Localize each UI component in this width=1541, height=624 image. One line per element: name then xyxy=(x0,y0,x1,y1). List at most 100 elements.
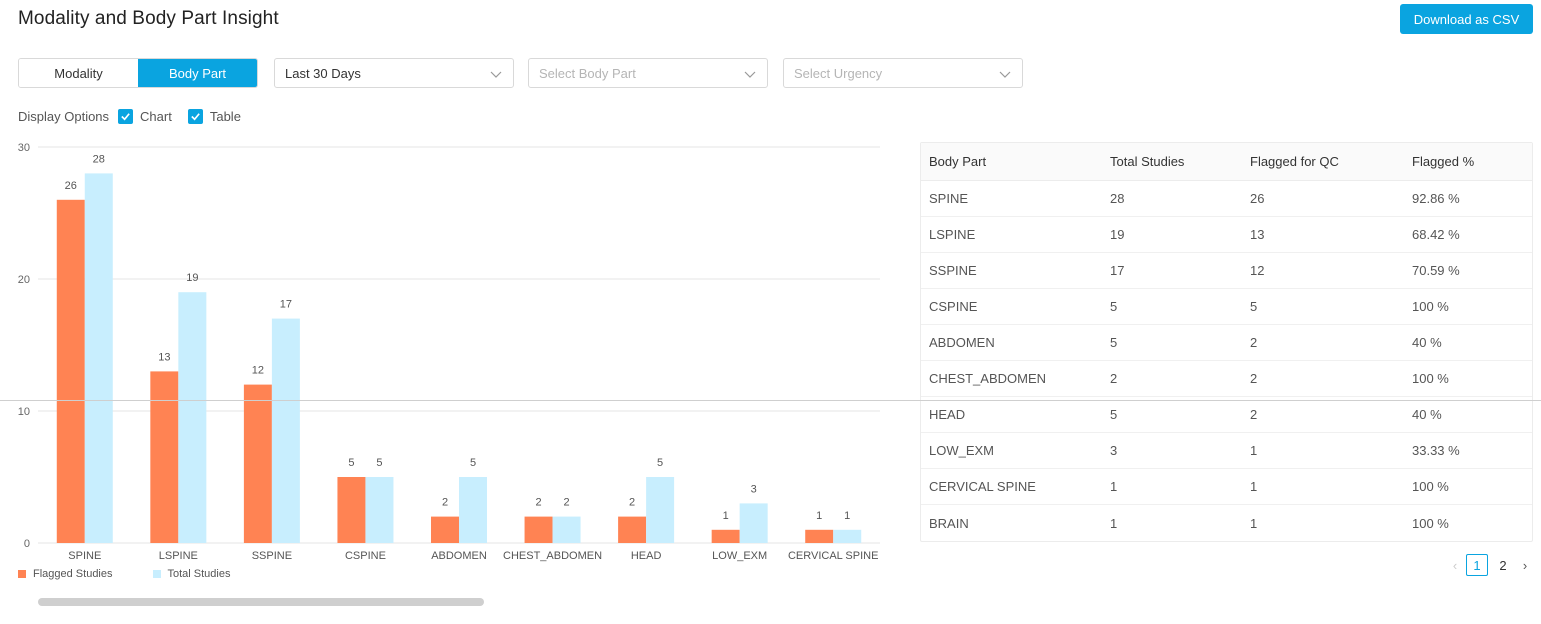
chart-checkbox[interactable] xyxy=(118,109,134,124)
table-cell: 33.33 % xyxy=(1412,443,1460,458)
x-tick-label: SSPINE xyxy=(252,550,292,562)
chart-legend: Flagged Studies Total Studies xyxy=(18,568,270,580)
legend-label-flagged: Flagged Studies xyxy=(33,568,113,580)
column-header-body-part: Body Part xyxy=(929,154,987,169)
table-cell: 70.59 % xyxy=(1412,263,1460,278)
y-tick-label: 10 xyxy=(18,406,30,418)
table-cell: 2 xyxy=(1250,407,1258,422)
table-cell: 1 xyxy=(1110,479,1118,494)
table-cell: 100 % xyxy=(1412,371,1449,386)
table-body: SPINE 28 26 92.86 % LSPINE 19 13 68.42 % SSPINE 1… xyxy=(921,181,1532,541)
chart-horizontal-scrollbar[interactable] xyxy=(38,598,484,606)
table-row: ABDOMEN 5 2 40 % xyxy=(921,325,1532,361)
table-cell: CHEST_ABDOMEN xyxy=(929,371,1047,386)
table-cell: 3 xyxy=(1110,443,1118,458)
table-cell: LSPINE xyxy=(929,227,976,242)
table-row: CSPINE 5 5 100 % xyxy=(921,289,1532,325)
data-label: 2 xyxy=(563,497,569,509)
table-row: CHEST_ABDOMEN 2 2 100 % xyxy=(921,361,1532,397)
table-cell: LOW_EXM xyxy=(929,443,995,458)
data-label: 26 xyxy=(65,180,77,192)
legend-swatch-flagged xyxy=(18,570,26,578)
data-label: 28 xyxy=(93,153,105,165)
check-icon xyxy=(121,113,130,121)
bar-flagged xyxy=(431,516,459,543)
bar-total xyxy=(271,318,300,543)
x-tick-label: LOW_EXM xyxy=(712,550,767,562)
data-label: 3 xyxy=(751,483,757,495)
urgency-select[interactable]: Select Urgency xyxy=(783,58,1023,88)
table-cell: 68.42 % xyxy=(1412,227,1460,242)
chart-checkbox-label[interactable]: Chart xyxy=(140,109,172,124)
table-cell: 12 xyxy=(1250,263,1265,278)
x-tick-label: LSPINE xyxy=(159,550,198,562)
x-tick-label: CHEST_ABDOMEN xyxy=(503,550,602,562)
bar-flagged xyxy=(524,516,553,543)
display-options: Display Options Chart Table xyxy=(18,109,241,124)
data-label: 13 xyxy=(158,351,170,363)
table-cell: 17 xyxy=(1110,263,1125,278)
x-tick-label: HEAD xyxy=(631,550,662,562)
table-cell: 19 xyxy=(1110,227,1125,242)
table-header: Body Part Total Studies Flagged for QC F… xyxy=(921,143,1532,181)
column-header-total-studies: Total Studies xyxy=(1110,154,1185,169)
table-cell: 5 xyxy=(1110,335,1118,350)
table-cell: 92.86 % xyxy=(1412,191,1460,206)
table-cell: 1 xyxy=(1250,443,1258,458)
bar-total xyxy=(459,477,487,543)
table-row: SSPINE 17 12 70.59 % xyxy=(921,253,1532,289)
chevron-down-icon xyxy=(744,71,756,78)
bar-total xyxy=(833,529,862,543)
table-cell: 13 xyxy=(1250,227,1265,242)
table-cell: 40 % xyxy=(1412,407,1442,422)
y-tick-label: 20 xyxy=(18,274,30,286)
table-cell: 2 xyxy=(1250,371,1258,386)
check-icon xyxy=(191,113,200,121)
y-tick-label: 0 xyxy=(24,538,30,550)
date-range-select[interactable]: Last 30 Days xyxy=(274,58,514,88)
bar-flagged xyxy=(805,529,834,543)
legend-item-total[interactable]: Total Studies xyxy=(152,568,230,580)
view-toggle: Modality Body Part xyxy=(18,58,258,88)
x-tick-label: SPINE xyxy=(68,550,101,562)
legend-item-flagged[interactable]: Flagged Studies xyxy=(18,568,113,580)
bar-total xyxy=(739,503,768,543)
download-csv-button[interactable]: Download as CSV xyxy=(1400,4,1533,34)
data-label: 5 xyxy=(470,457,476,469)
table-cell: 1 xyxy=(1250,515,1258,531)
data-label: 5 xyxy=(348,457,354,469)
data-label: 1 xyxy=(723,510,729,522)
table-cell: 28 xyxy=(1110,191,1125,206)
x-tick-label: CSPINE xyxy=(345,550,386,562)
table-cell: CSPINE xyxy=(929,299,978,314)
table-row: CERVICAL SPINE 1 1 100 % xyxy=(921,469,1532,505)
data-label: 5 xyxy=(376,457,382,469)
table-row: HEAD 5 2 40 % xyxy=(921,397,1532,433)
y-tick-label: 30 xyxy=(18,142,30,154)
table-checkbox[interactable] xyxy=(187,109,203,124)
page-button-2[interactable]: 2 xyxy=(1499,557,1507,573)
page-button-1[interactable]: 1 xyxy=(1466,554,1488,576)
body-part-toggle-button[interactable]: Body Part xyxy=(138,59,257,87)
table-cell: 5 xyxy=(1110,299,1118,314)
table-cell: ABDOMEN xyxy=(929,335,995,350)
bar-flagged xyxy=(150,371,179,543)
table-cell: 1 xyxy=(1250,479,1258,494)
table-cell: SPINE xyxy=(929,191,969,206)
data-label: 12 xyxy=(252,365,264,377)
bar-flagged xyxy=(243,384,272,543)
chevron-right-icon[interactable]: › xyxy=(1522,557,1528,573)
table-checkbox-label[interactable]: Table xyxy=(209,109,241,124)
bar-total xyxy=(84,173,113,543)
table-row: LOW_EXM 3 1 33.33 % xyxy=(921,433,1532,469)
bar-flagged xyxy=(618,516,647,543)
column-header-flagged-qc: Flagged for QC xyxy=(1250,154,1339,169)
bar-total xyxy=(646,477,675,543)
table-cell: 26 xyxy=(1250,191,1265,206)
table-cell: 2 xyxy=(1110,371,1118,386)
bar-flagged xyxy=(337,477,366,543)
body-part-select[interactable]: Select Body Part xyxy=(528,58,768,88)
modality-toggle-button[interactable]: Modality xyxy=(19,59,138,87)
urgency-placeholder: Select Urgency xyxy=(794,65,883,81)
chevron-left-icon[interactable]: ‹ xyxy=(1452,557,1458,573)
